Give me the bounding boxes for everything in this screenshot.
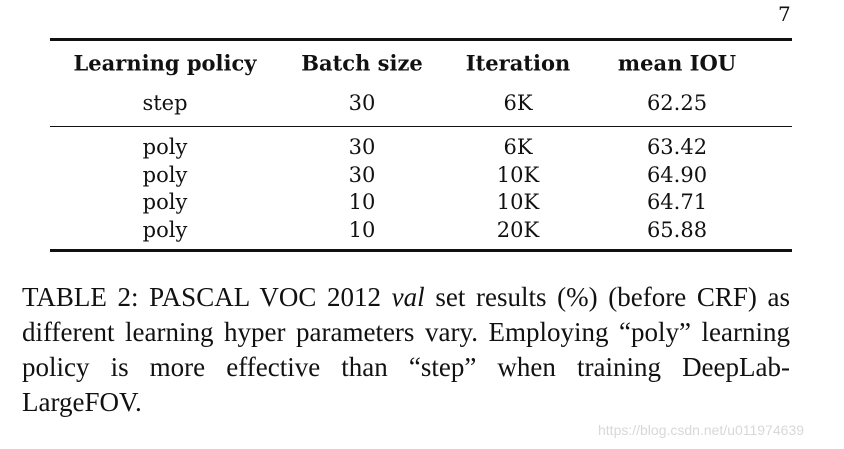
header-cell: Learning policy (73, 50, 257, 76)
top-rule (50, 38, 792, 41)
header-cell: Iteration (465, 50, 571, 76)
table-cell: 64.90 (646, 162, 708, 187)
table-cell: poly (142, 218, 188, 243)
table-cell: 6K (503, 135, 533, 159)
caption: TABLE 2: PASCAL VOC 2012 val set results… (22, 280, 790, 420)
header-cell: mean IOU (617, 50, 737, 76)
caption-emphasis: val (391, 282, 425, 312)
table-cell: 10K (496, 162, 540, 187)
watermark: https://blog.csdn.net/u011974639 (598, 422, 805, 438)
table-cell: 10 (348, 218, 376, 243)
table-cell: poly (142, 135, 188, 159)
table-cell: 30 (348, 135, 376, 159)
table-cell: 65.88 (646, 218, 708, 243)
table-cell: poly (142, 162, 188, 187)
header-cell: Batch size (301, 50, 423, 76)
table-cell: 10K (496, 190, 540, 215)
bottom-rule (50, 249, 792, 252)
table-cell: step (142, 91, 188, 115)
table-cell: poly (142, 190, 188, 215)
table-cell: 20K (496, 218, 540, 243)
table-cell: 10 (348, 190, 376, 215)
table-cell: 6K (503, 91, 533, 115)
page-number: 7 (778, 2, 791, 26)
table-cell: 62.25 (646, 91, 708, 115)
caption-text: set results (%) (before CRF) as differen… (22, 282, 791, 417)
table-cell: 63.42 (646, 135, 708, 159)
table-cell: 30 (348, 162, 376, 187)
table-cell: 64.71 (646, 190, 708, 215)
caption-label: TABLE 2: (22, 282, 139, 312)
table-cell: 30 (348, 91, 376, 115)
caption-text: PASCAL VOC 2012 (149, 282, 382, 312)
mid-rule (50, 126, 792, 127)
